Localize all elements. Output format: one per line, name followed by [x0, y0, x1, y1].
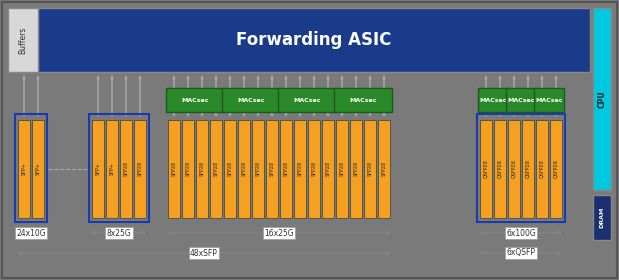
Text: QSFP28: QSFP28: [511, 160, 516, 178]
Bar: [222, 88, 280, 112]
Bar: [477, 114, 565, 222]
Bar: [550, 120, 562, 218]
Text: QSFP28: QSFP28: [553, 160, 558, 178]
Bar: [494, 120, 506, 218]
Bar: [238, 120, 250, 218]
Text: MACsec: MACsec: [535, 97, 563, 102]
Bar: [506, 88, 536, 112]
Bar: [15, 114, 47, 222]
Bar: [350, 120, 362, 218]
Text: SFP28: SFP28: [326, 162, 331, 176]
Bar: [278, 88, 336, 112]
Text: SFP+: SFP+: [95, 163, 100, 176]
Text: 8x25G: 8x25G: [106, 228, 131, 237]
Text: SFP28: SFP28: [137, 162, 142, 176]
Text: SFP28: SFP28: [269, 162, 274, 176]
Bar: [134, 120, 146, 218]
Bar: [120, 120, 132, 218]
Bar: [334, 88, 392, 112]
Text: SFP28: SFP28: [171, 162, 176, 176]
Text: Forwarding ASIC: Forwarding ASIC: [236, 31, 392, 49]
Text: SFP28: SFP28: [298, 162, 303, 176]
Text: MACsec: MACsec: [507, 97, 535, 102]
Bar: [106, 120, 118, 218]
Bar: [224, 120, 236, 218]
Bar: [8, 8, 38, 72]
Text: MACsec: MACsec: [349, 97, 377, 102]
Text: 24x10G: 24x10G: [16, 228, 46, 237]
Text: QSFP28: QSFP28: [540, 160, 545, 178]
Bar: [89, 114, 149, 222]
Text: MACsec: MACsec: [293, 97, 321, 102]
Bar: [378, 120, 390, 218]
Text: MACsec: MACsec: [479, 97, 507, 102]
Text: DRAM: DRAM: [599, 207, 605, 228]
Text: SFP28: SFP28: [124, 162, 129, 176]
Bar: [210, 120, 222, 218]
Text: 6xQSFP: 6xQSFP: [506, 249, 535, 258]
Bar: [534, 88, 564, 112]
Bar: [593, 195, 611, 240]
Bar: [593, 8, 611, 190]
Bar: [252, 120, 264, 218]
Text: SFP28: SFP28: [256, 162, 261, 176]
Bar: [196, 120, 208, 218]
Bar: [536, 120, 548, 218]
Bar: [182, 120, 194, 218]
Bar: [322, 120, 334, 218]
Bar: [508, 120, 520, 218]
Text: SFP28: SFP28: [228, 162, 233, 176]
Text: SFP28: SFP28: [214, 162, 219, 176]
Bar: [280, 120, 292, 218]
Text: SFP+: SFP+: [110, 163, 115, 176]
Bar: [480, 120, 492, 218]
Text: 6x100G: 6x100G: [506, 228, 536, 237]
Text: SFP+: SFP+: [35, 163, 40, 176]
Text: SFP28: SFP28: [311, 162, 316, 176]
Text: SFP28: SFP28: [199, 162, 204, 176]
Bar: [336, 120, 348, 218]
Bar: [308, 120, 320, 218]
Bar: [38, 8, 590, 72]
Text: QSFP28: QSFP28: [483, 160, 488, 178]
Text: SFP28: SFP28: [368, 162, 373, 176]
Text: SFP28: SFP28: [381, 162, 386, 176]
Bar: [522, 120, 534, 218]
Text: 16x25G: 16x25G: [264, 228, 294, 237]
Bar: [364, 120, 376, 218]
Text: QSFP28: QSFP28: [498, 160, 503, 178]
Text: MACsec: MACsec: [237, 97, 265, 102]
Text: CPU: CPU: [597, 90, 607, 108]
Bar: [166, 88, 224, 112]
Bar: [168, 120, 180, 218]
Bar: [294, 120, 306, 218]
Bar: [18, 120, 30, 218]
Text: MACsec: MACsec: [181, 97, 209, 102]
Bar: [478, 88, 508, 112]
Text: SFP28: SFP28: [353, 162, 358, 176]
Text: SFP28: SFP28: [339, 162, 345, 176]
Text: SFP+: SFP+: [22, 163, 27, 176]
Bar: [32, 120, 44, 218]
Bar: [266, 120, 278, 218]
Text: SFP28: SFP28: [284, 162, 288, 176]
Text: SFP28: SFP28: [241, 162, 246, 176]
Bar: [92, 120, 104, 218]
Text: SFP28: SFP28: [186, 162, 191, 176]
Text: Buffers: Buffers: [19, 26, 27, 54]
Text: 48xSFP: 48xSFP: [190, 249, 218, 258]
Text: QSFP28: QSFP28: [526, 160, 530, 178]
